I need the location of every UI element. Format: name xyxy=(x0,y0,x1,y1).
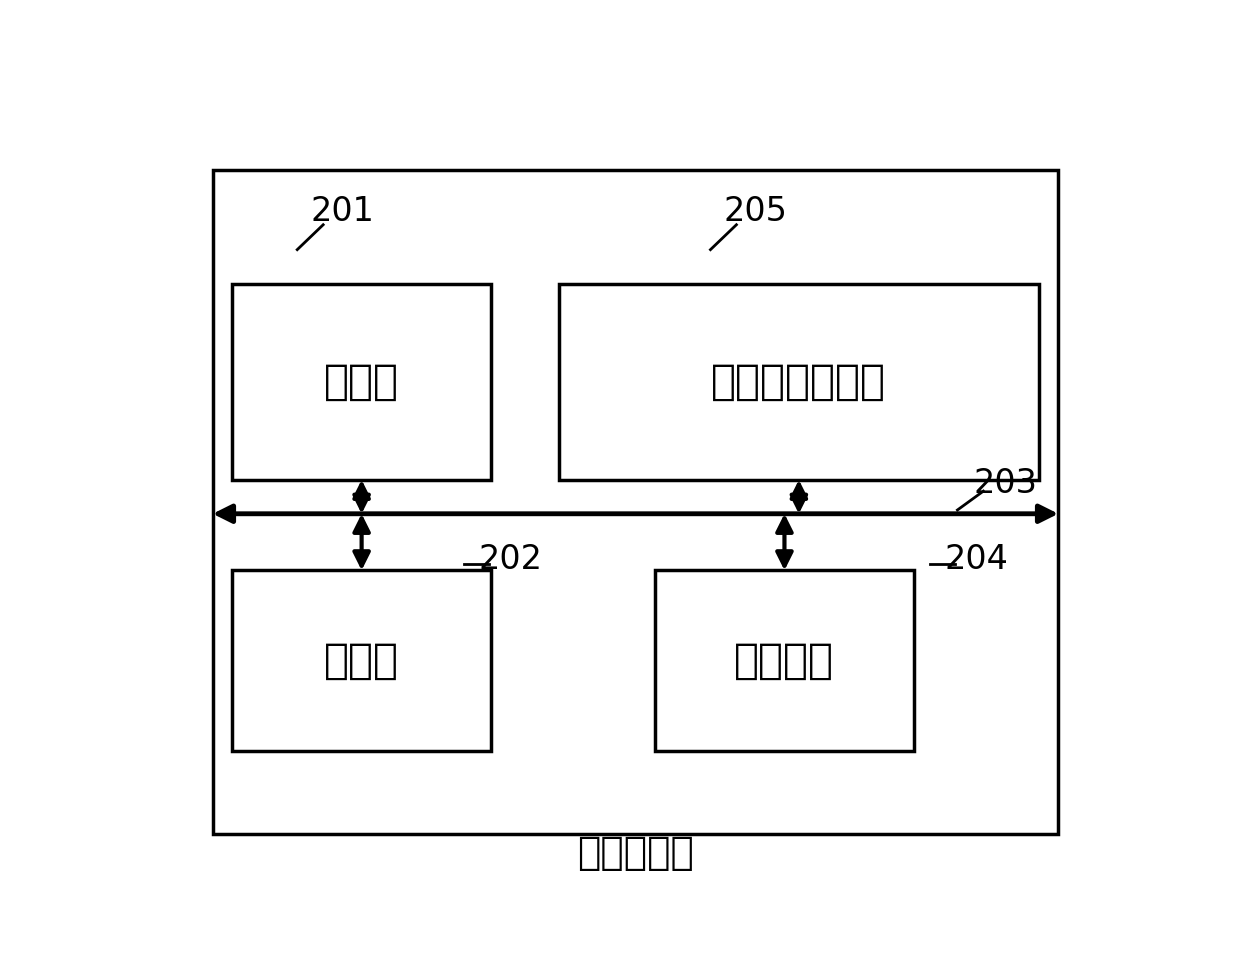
Text: 人工智能处理器: 人工智能处理器 xyxy=(712,361,887,403)
Text: 201: 201 xyxy=(310,195,374,228)
Text: 计算机设备: 计算机设备 xyxy=(577,834,694,872)
Text: 通信接口: 通信接口 xyxy=(734,640,835,682)
Bar xyxy=(213,171,1058,835)
Text: 处理器: 处理器 xyxy=(324,361,399,403)
Text: 202: 202 xyxy=(479,543,543,575)
Bar xyxy=(558,283,1039,480)
Text: 203: 203 xyxy=(973,467,1038,500)
Bar xyxy=(232,283,491,480)
Bar xyxy=(232,570,491,752)
Text: 205: 205 xyxy=(724,195,787,228)
Text: 204: 204 xyxy=(945,543,1008,575)
Text: 存储器: 存储器 xyxy=(324,640,399,682)
Bar xyxy=(655,570,914,752)
